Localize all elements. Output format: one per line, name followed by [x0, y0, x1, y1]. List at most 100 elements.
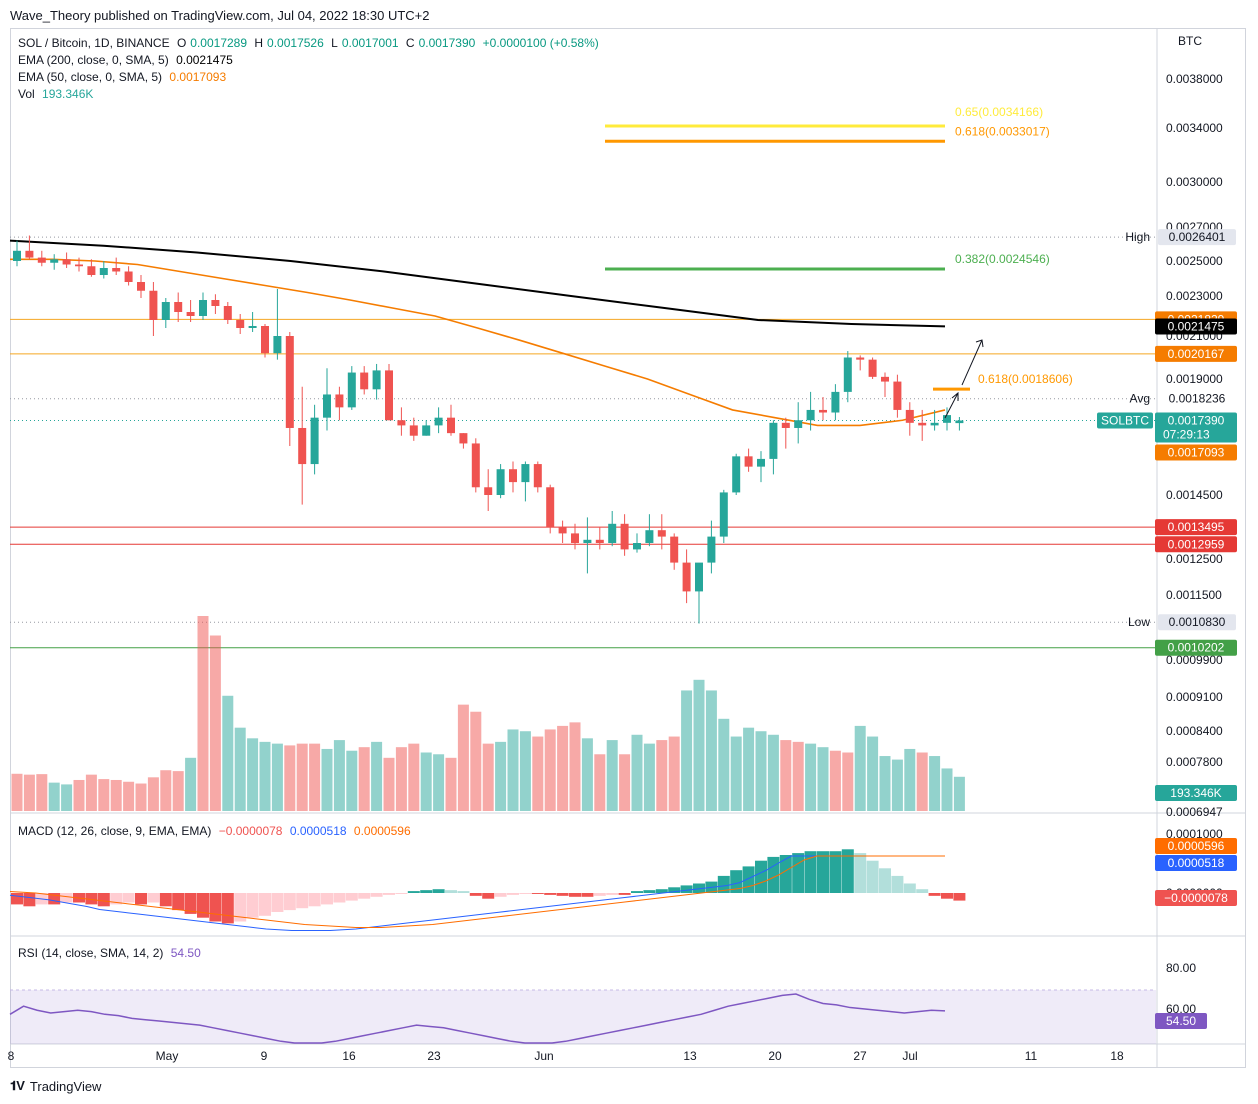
volume-tick-label: 0.0006947 [1166, 805, 1223, 819]
time-tick-label: 16 [342, 1049, 356, 1063]
candle [87, 266, 96, 275]
volume-bar [433, 754, 445, 811]
candle [62, 259, 71, 265]
volume-bar [222, 695, 234, 811]
rsi-legend[interactable]: RSI (14, close, SMA, 14, 2) 54.50 [18, 946, 205, 960]
macd-histogram-bar [159, 893, 172, 907]
level-price-tag: 0.0012959 [1168, 537, 1225, 551]
candle [347, 372, 356, 408]
macd-histogram-bar [234, 893, 247, 922]
volume-bar [346, 750, 358, 811]
macd-histogram-bar [60, 893, 73, 903]
candle [273, 336, 282, 354]
price-tick-label: 0.0030000 [1166, 175, 1223, 189]
open-label: O [176, 36, 187, 50]
time-tick-label: Jul [902, 1049, 917, 1063]
high-value: 0.0017526 [267, 36, 324, 50]
macd-histogram-bar [742, 866, 755, 893]
candle [595, 539, 604, 543]
volume-bar [61, 784, 73, 811]
candle [496, 469, 505, 495]
volume-bar [209, 635, 221, 811]
macd-histogram-bar [866, 860, 879, 893]
candle [310, 417, 319, 465]
candle [645, 530, 654, 543]
macd-histogram-bar [643, 890, 656, 893]
ema200-price-tag-bg [1155, 318, 1237, 335]
rsi-label: RSI (14, close, SMA, 14, 2) [18, 946, 164, 960]
tradingview-logo-icon: 𝟏V [10, 1078, 25, 1093]
volume-bar [73, 779, 85, 811]
tradingview-brand: TradingView [29, 1078, 102, 1094]
candle [719, 492, 728, 537]
ema50-legend[interactable]: EMA (50, close, 0, SMA, 5) 0.0017093 [18, 70, 230, 84]
candle [323, 394, 331, 418]
volume-bar [916, 752, 928, 811]
volume-bar [656, 740, 668, 811]
candle [174, 302, 183, 312]
projection-arrow-icon [944, 391, 959, 419]
candle [211, 300, 220, 306]
volume-bar [953, 776, 965, 811]
avg-label: Avg [1130, 392, 1150, 406]
volume-bar [718, 718, 730, 811]
low-value: 0.0017001 [341, 36, 399, 50]
volume-tick-label: 0.0009100 [1166, 690, 1223, 704]
volume-bar [420, 752, 432, 811]
volume-bar [730, 736, 742, 811]
macd-histogram-bar [779, 855, 792, 893]
candle [893, 381, 902, 410]
macd-histogram-bar [457, 891, 470, 893]
macd-signal-tag: 0.0000596 [1168, 839, 1225, 853]
level-price-tag: 0.0020167 [1168, 347, 1225, 361]
candle [409, 425, 418, 436]
macd-histogram-bar [891, 875, 904, 893]
candle [509, 469, 517, 483]
macd-legend[interactable]: MACD (12, 26, close, 9, EMA, EMA) −0.000… [18, 824, 415, 838]
candle [558, 527, 567, 534]
volume-bar [805, 743, 817, 811]
candle [583, 539, 592, 543]
candle [856, 357, 865, 360]
high-price-tag: 0.0026401 [1169, 230, 1226, 244]
volume-bar [569, 722, 581, 811]
rsi-band [10, 990, 1156, 1044]
vol-legend[interactable]: Vol 193.346K [18, 87, 97, 101]
candle [13, 250, 21, 261]
macd-histogram-bar [383, 893, 395, 895]
ema200-legend[interactable]: EMA (200, close, 0, SMA, 5) 0.0021475 [18, 53, 237, 67]
symbol-label[interactable]: SOL / Bitcoin, 1D, BINANCE [18, 36, 170, 50]
volume-bar [867, 736, 879, 811]
time-tick-label: 20 [768, 1049, 782, 1063]
rsi-tick-label: 60.00 [1166, 1002, 1196, 1016]
volume-bar [594, 754, 606, 811]
volume-bar [780, 740, 792, 811]
macd-histogram-bar [953, 893, 966, 901]
macd-histogram-bar [817, 851, 829, 893]
volume-bar [234, 727, 246, 811]
tradingview-footer[interactable]: 𝟏V TradingView [10, 1078, 101, 1094]
macd-histogram-bar [680, 885, 693, 893]
macd-histogram-bar [531, 893, 544, 894]
price-tick-label: 0.0025000 [1166, 254, 1223, 268]
candle [75, 264, 83, 267]
time-tick-label: 23 [427, 1049, 441, 1063]
candle [236, 320, 245, 328]
vol-label: Vol [18, 87, 35, 101]
candle [682, 562, 691, 592]
macd-histogram-bar [271, 893, 284, 912]
avg-price-tag-bg [1158, 390, 1236, 407]
ema50-price-tag-bg [1155, 444, 1237, 461]
close-label: C [405, 36, 415, 50]
macd-tick-label: 0.0001000 [1166, 827, 1223, 841]
volume-bar [842, 752, 854, 811]
volume-bar [371, 741, 383, 811]
volume-bar [160, 770, 172, 811]
macd-histogram-bar [717, 875, 730, 893]
volume-bar [941, 768, 953, 811]
time-tick-label: May [156, 1049, 179, 1063]
macd-histogram-bar [581, 893, 594, 897]
candle [199, 300, 207, 316]
